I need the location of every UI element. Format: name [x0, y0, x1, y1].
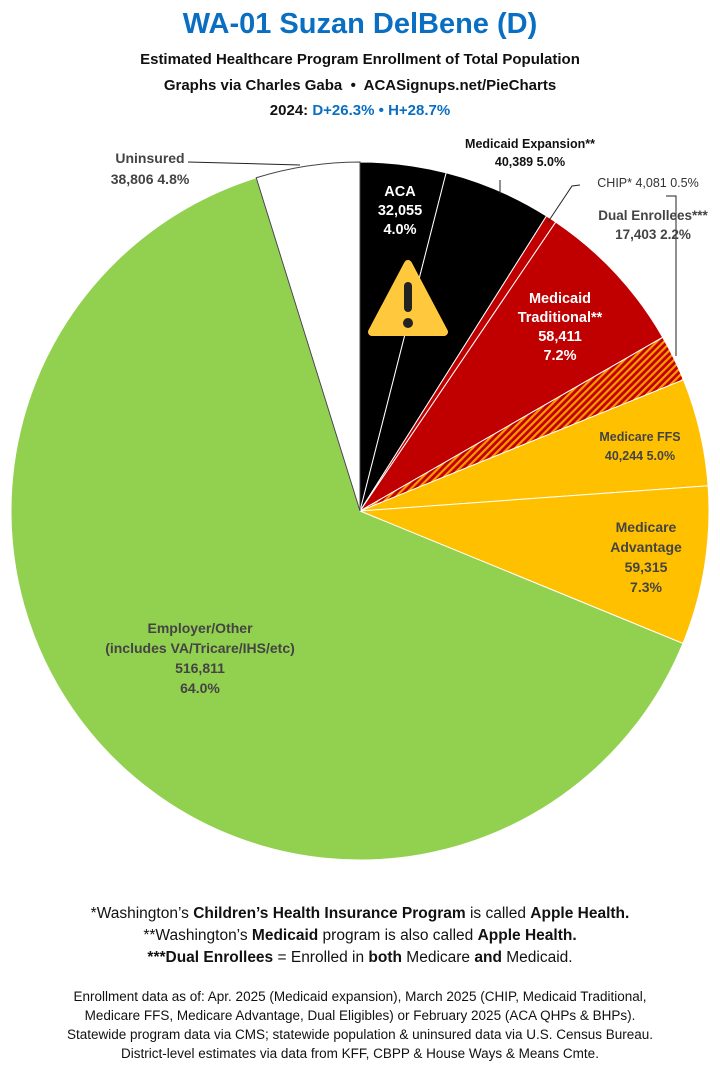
- label-dual-enrollees: Dual Enrollees*** 17,403 2.2%: [598, 208, 708, 242]
- leader-lines: [187, 161, 677, 356]
- year-label: 2024:: [269, 102, 309, 119]
- chip-leader: [547, 184, 581, 223]
- footnote-chip: *Washington’s Children’s Health Insuranc…: [90, 905, 630, 922]
- label-medicaid-traditional: Medicaid Traditional** 58,411 7.2%: [517, 291, 603, 364]
- label-chip: CHIP* 4,081 0.5%: [597, 176, 699, 190]
- slice-medicare-advantage: [359, 485, 710, 645]
- credit-left: Graphs via Charles Gaba: [163, 77, 343, 94]
- chart-subtitle: Estimated Healthcare Program Enrollment …: [140, 51, 580, 68]
- credit-line: Graphs via Charles Gaba • ACASignups.net…: [0, 77, 720, 94]
- label-medicaid-expansion: Medicaid Expansion** 40,389 5.0%: [465, 137, 595, 169]
- h-margin: H+28.7%: [388, 102, 451, 119]
- credit-right: ACASignups.net/PieCharts: [363, 77, 557, 94]
- chart-title: WA-01 Suzan DelBene (D): [182, 8, 538, 40]
- label-medicare-ffs: Medicare FFS 40,244 5.0%: [599, 430, 681, 463]
- sources: Enrollment data as of: Apr. 2025 (Medica…: [66, 989, 654, 1061]
- dual-leader: [666, 195, 677, 356]
- pie-chart: [10, 161, 710, 861]
- margin-line: 2024: D+26.3% • H+28.7%: [269, 102, 451, 119]
- footnote-dual: ***Dual Enrollees = Enrolled in both Med…: [147, 949, 573, 966]
- separator: •: [350, 77, 356, 94]
- d-margin: D+26.3%: [312, 102, 375, 119]
- label-aca: ACA 32,055 4.0%: [377, 184, 423, 238]
- slice-medicaid-traditional: [359, 221, 664, 512]
- uninsured-leader: [187, 161, 301, 166]
- footnotes: *Washington’s Children’s Health Insuranc…: [0, 903, 720, 969]
- warning-icon: [368, 260, 448, 336]
- label-medicare-advantage: Medicare Advantage 59,315 7.3%: [610, 519, 682, 595]
- slice-uninsured: [255, 161, 361, 512]
- label-employer-other: Employer/Other (includes VA/Tricare/IHS/e…: [105, 620, 295, 696]
- footnote-medicaid: **Washington’s Medicaid program is also …: [143, 927, 577, 944]
- slice-employer-other: [10, 177, 684, 861]
- label-uninsured: Uninsured 38,806 4.8%: [110, 150, 190, 187]
